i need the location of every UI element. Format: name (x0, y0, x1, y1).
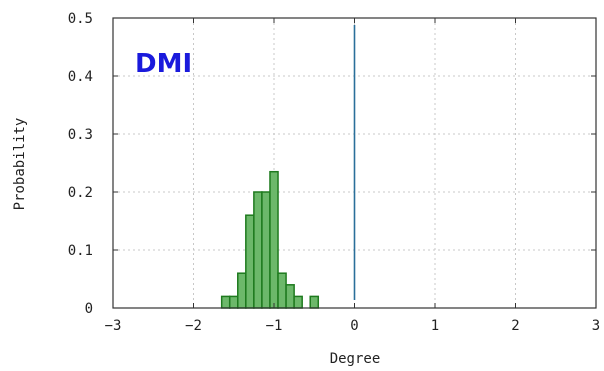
histogram-bar (245, 214, 255, 309)
y-tick-label: 0.2 (68, 185, 93, 201)
y-tick-label: 0.5 (68, 11, 93, 27)
x-tick-label: −1 (266, 318, 283, 334)
y-axis-label: Probability (12, 118, 28, 211)
x-axis-label: Degree (330, 351, 381, 367)
y-tick-label: 0.3 (68, 127, 93, 143)
histogram-bar (269, 170, 279, 309)
x-tick-label: −3 (105, 318, 122, 334)
y-tick-label: 0.1 (68, 243, 93, 259)
histogram-bar (237, 272, 247, 309)
x-tick-label: 0 (350, 318, 358, 334)
histogram-bar (277, 272, 287, 309)
x-tick-label: 3 (592, 318, 600, 334)
dmi-label: DMI (135, 49, 192, 79)
histogram-bar (293, 295, 303, 309)
histogram-bar (261, 191, 271, 309)
y-tick-label: 0.4 (68, 69, 93, 85)
y-tick-label: 0 (85, 301, 93, 317)
x-tick-label: 2 (511, 318, 519, 334)
histogram-bar (228, 295, 239, 309)
histogram-bar (309, 295, 320, 309)
histogram-bar (285, 284, 295, 309)
y-ticks: 0 0.1 0.2 0.3 0.4 0.5 (68, 11, 596, 317)
histogram-bar (253, 191, 263, 309)
x-ticks: −3 −2 −1 0 1 2 3 (105, 18, 600, 334)
x-tick-label: 1 (431, 318, 439, 334)
x-tick-label: −2 (185, 318, 202, 334)
histogram-bar (220, 295, 231, 309)
